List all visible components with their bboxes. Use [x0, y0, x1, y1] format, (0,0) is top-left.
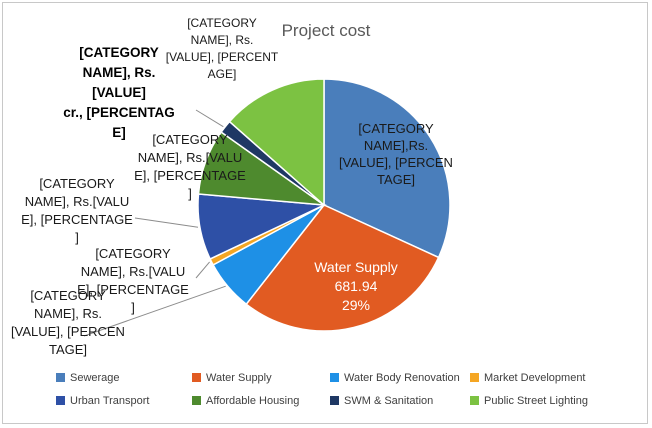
leader-line-swm-sanitation: [195, 109, 224, 128]
leader-line-water-body-renovation: [83, 285, 226, 337]
legend-swatch: [470, 373, 479, 382]
legend-item-market-development: Market Development: [470, 372, 586, 384]
legend-label: SWM & Sanitation: [344, 395, 433, 407]
data-label-sewerage: [CATEGORY NAME],Rs. [VALUE], [PERCEN TAGE]: [339, 121, 453, 187]
legend-swatch: [192, 373, 201, 382]
legend-label: Sewerage: [70, 372, 120, 384]
legend-item-public-street-lighting: Public Street Lighting: [470, 395, 588, 407]
legend-item-water-supply: Water Supply: [192, 372, 272, 384]
data-label-water-body-renovation: [CATEGORY NAME], Rs. [VALUE], [PERCEN TAGE]: [11, 288, 125, 357]
data-label-swm-sanitation: [CATEGORY NAME], Rs. [VALUE] cr., [PERCENTA…: [63, 45, 175, 140]
legend-label: Affordable Housing: [206, 395, 299, 407]
pie-slice-water-supply: [245, 204, 440, 332]
leader-line-urban-transport: [134, 217, 199, 228]
pie-slice-sewerage: [323, 78, 451, 259]
data-label-urban-transport: [CATEGORY NAME], Rs.[VALU E], [PERCENTAGE]: [21, 176, 133, 245]
legend-swatch: [56, 396, 65, 405]
data-label-affordable-housing: [CATEGORY NAME], Rs.[VALU E], [PERCENTAGE]: [134, 132, 246, 201]
legend-label: Market Development: [484, 372, 586, 384]
legend-swatch: [56, 373, 65, 382]
leader-line-market-development: [195, 261, 210, 279]
pie-slice-public-street-lighting: [228, 78, 325, 207]
data-label-water-supply: Water Supply 681.94 29%: [314, 259, 398, 313]
legend-swatch: [330, 373, 339, 382]
legend-label: Water Body Renovation: [344, 372, 460, 384]
legend-label: Water Supply: [206, 372, 272, 384]
legend-swatch: [470, 396, 479, 405]
legend-label: Urban Transport: [70, 395, 149, 407]
legend-item-water-body-renovation: Water Body Renovation: [330, 372, 460, 384]
legend-swatch: [192, 396, 201, 405]
legend-swatch: [330, 396, 339, 405]
legend-label: Public Street Lighting: [484, 395, 588, 407]
legend-item-affordable-housing: Affordable Housing: [192, 395, 299, 407]
legend-item-swm-sanitation: SWM & Sanitation: [330, 395, 433, 407]
chart-title: Project cost: [282, 21, 371, 40]
legend-item-urban-transport: Urban Transport: [56, 395, 149, 407]
data-label-market-development: [CATEGORY NAME], Rs.[VALU E], [PERCENTAGE]: [77, 246, 189, 315]
legend-item-sewerage: Sewerage: [56, 372, 120, 384]
data-label-public-street-lighting: [CATEGORY NAME], Rs. [VALUE], [PERCENT AGE]: [166, 16, 279, 81]
